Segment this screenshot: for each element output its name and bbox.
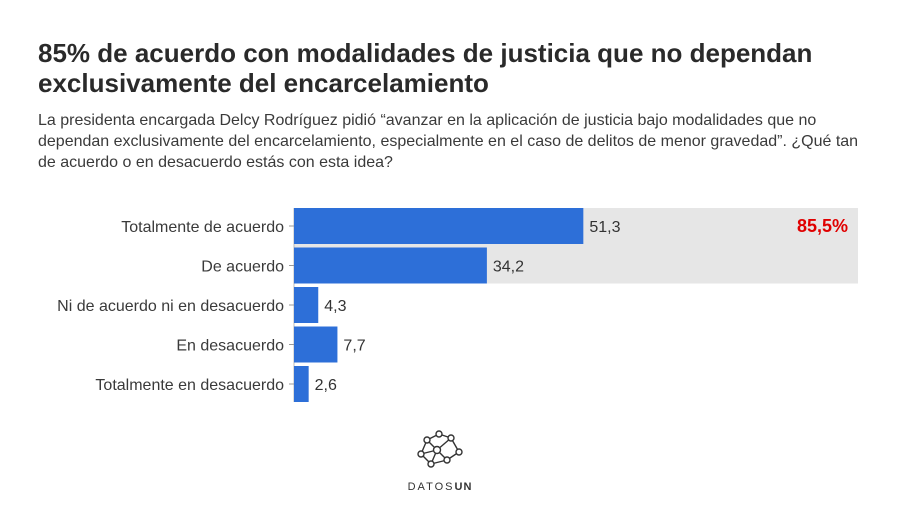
value-label: 51,3 <box>589 219 620 236</box>
value-label: 4,3 <box>324 298 346 315</box>
brand-logo: DATOSUN <box>400 430 480 493</box>
bar <box>294 366 309 402</box>
category-label: De acuerdo <box>201 259 284 276</box>
chart-title: 85% de acuerdo con modalidades de justic… <box>38 38 813 98</box>
bar <box>294 326 338 363</box>
bar <box>294 247 487 284</box>
value-label: 7,7 <box>343 338 365 355</box>
brand-name: DATOSUN <box>407 481 473 493</box>
category-label: Totalmente de acuerdo <box>121 219 284 236</box>
bar <box>294 208 584 244</box>
highlight-total-label: 85,5% <box>797 216 848 236</box>
bar <box>294 287 319 323</box>
value-label: 2,6 <box>315 377 337 394</box>
value-label: 34,2 <box>493 259 524 276</box>
category-label: En desacuerdo <box>176 338 284 355</box>
category-label: Totalmente en desacuerdo <box>95 377 284 394</box>
chart-subtitle: La presidenta encargada Delcy Rodríguez … <box>38 112 859 171</box>
network-icon <box>417 430 463 468</box>
category-label: Ni de acuerdo ni en desacuerdo <box>57 298 284 315</box>
